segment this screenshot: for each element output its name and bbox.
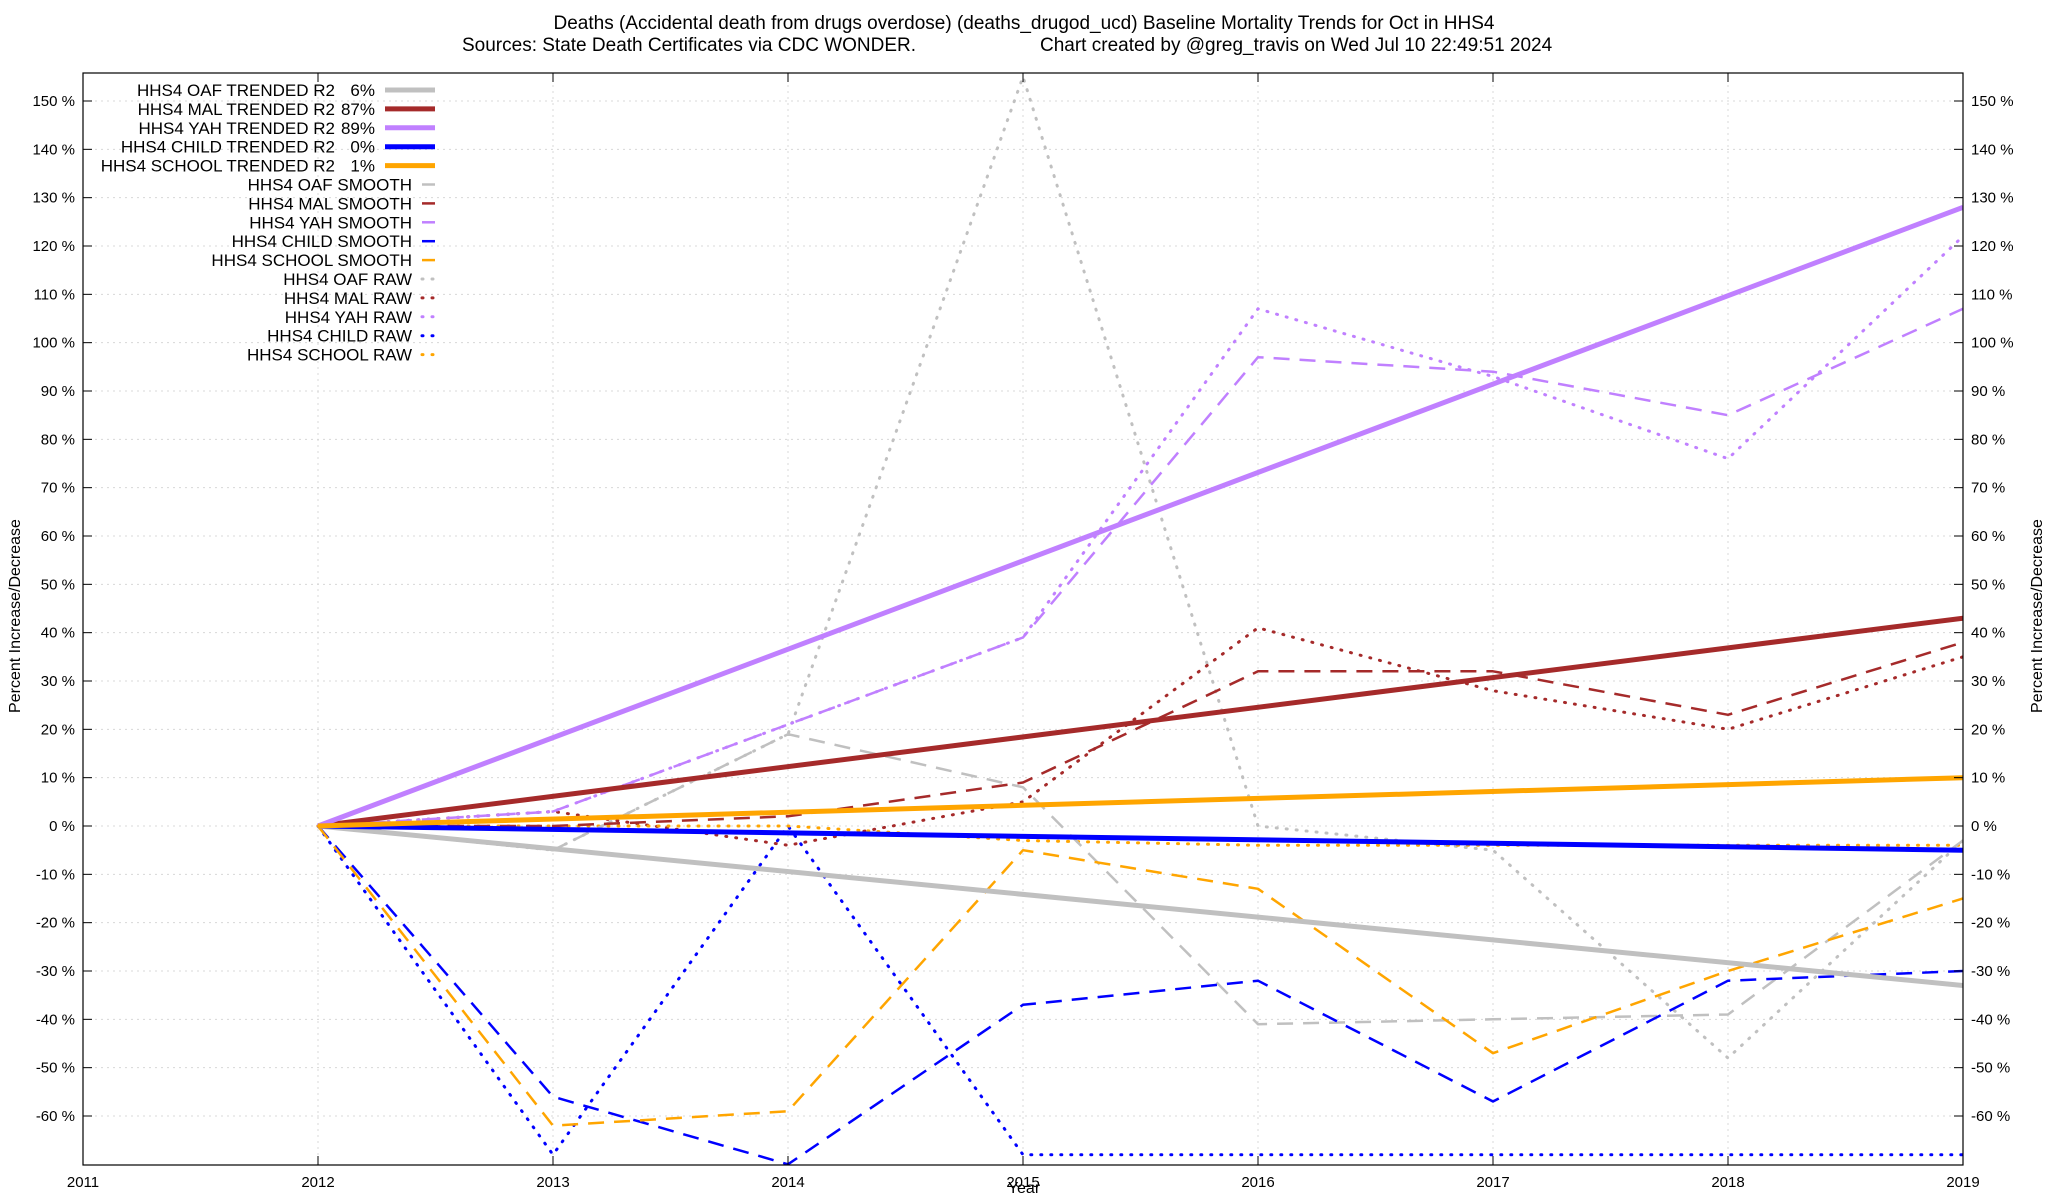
legend-label-hhs4-child-smooth: HHS4 CHILD SMOOTH — [232, 232, 412, 251]
legend-label-hhs4-yah-smooth: HHS4 YAH SMOOTH — [249, 213, 412, 232]
chart-subtitle-sources: Sources: State Death Certificates via CD… — [462, 35, 916, 56]
x-tick-label: 2014 — [771, 1174, 804, 1191]
y-tick-label-left: -10 % — [36, 866, 75, 883]
y-axis-label-left: Percent Increase/Decrease — [7, 519, 24, 713]
legend-stat-hhs4-yah-trended-r2: 89% — [341, 119, 375, 138]
legend-label-hhs4-child-trended-r2: HHS4 CHILD TRENDED R2 — [121, 138, 335, 157]
legend-label-hhs4-school-smooth: HHS4 SCHOOL SMOOTH — [211, 251, 412, 270]
y-tick-label-left: 110 % — [34, 286, 75, 303]
series-line-hhs4-yah-raw — [316, 234, 1963, 828]
legend-stat-hhs4-mal-trended-r2: 87% — [341, 100, 375, 119]
y-tick-label-left: 60 % — [41, 528, 75, 545]
x-tick-label: 2017 — [1476, 1174, 1509, 1191]
y-tick-label-left: 50 % — [41, 576, 75, 593]
y-tick-label-left: 30 % — [41, 673, 75, 690]
x-tick-label: 2013 — [536, 1174, 569, 1191]
y-tick-label-left: 140 % — [32, 141, 75, 158]
y-tick-label-right: 140 % — [1971, 141, 2014, 158]
y-tick-label-right: 120 % — [1971, 238, 2014, 255]
series-line-hhs4-school-trended-r2 — [317, 775, 1963, 829]
y-tick-label-right: 20 % — [1971, 721, 2005, 738]
y-tick-label-right: 10 % — [1971, 770, 2005, 787]
legend-label-hhs4-school-raw: HHS4 SCHOOL RAW — [247, 346, 412, 365]
y-tick-label-right: 100 % — [1971, 335, 2014, 352]
y-tick-label-left: -30 % — [36, 963, 75, 980]
y-tick-label-right: 30 % — [1971, 673, 2005, 690]
series-group — [316, 75, 1963, 1165]
y-tick-label-left: -20 % — [36, 915, 75, 932]
y-tick-label-left: 150 % — [32, 93, 75, 110]
x-tick-label: 2016 — [1241, 1174, 1274, 1191]
y-tick-label-left: 120 % — [32, 238, 75, 255]
chart-title: Deaths (Accidental death from drugs over… — [554, 13, 1495, 34]
series-line-hhs4-mal-smooth — [318, 641, 1963, 828]
x-tick-label: 2018 — [1711, 1174, 1744, 1191]
legend-stat-hhs4-school-trended-r2: 1% — [350, 157, 375, 176]
y-tick-label-right: 40 % — [1971, 625, 2005, 642]
legend-label-hhs4-mal-smooth: HHS4 MAL SMOOTH — [248, 194, 412, 213]
series-line-hhs4-yah-trended-r2 — [317, 204, 1963, 829]
y-tick-label-left: 90 % — [41, 383, 75, 400]
y-tick-label-left: 80 % — [41, 431, 75, 448]
legend-label-hhs4-mal-raw: HHS4 MAL RAW — [284, 289, 412, 308]
x-axis-label: Year — [1008, 1180, 1041, 1197]
x-tick-label: 2015 — [1006, 1174, 1039, 1191]
y-tick-label-right: 70 % — [1971, 480, 2005, 497]
legend-label-hhs4-child-raw: HHS4 CHILD RAW — [267, 327, 412, 346]
x-tick-label: 2019 — [1946, 1174, 1979, 1191]
x-tick-label: 2011 — [67, 1174, 99, 1191]
grid — [82, 73, 1964, 1165]
y-tick-label-right: -30 % — [1971, 963, 2010, 980]
y-tick-label-right: -50 % — [1971, 1060, 2010, 1077]
legend-label-hhs4-oaf-raw: HHS4 OAF RAW — [283, 270, 412, 289]
series-line-hhs4-child-smooth — [317, 825, 1963, 1165]
chart-subtitle-credit: Chart created by @greg_travis on Wed Jul… — [1040, 35, 1553, 56]
series-line-hhs4-child-trended-r2 — [317, 823, 1963, 853]
legend: HHS4 OAF TRENDED R2 6% HHS4 MAL TRENDED R2… — [101, 81, 437, 365]
legend-label-hhs4-yah-raw: HHS4 YAH RAW — [285, 308, 412, 327]
y-tick-label-left: 70 % — [41, 480, 75, 497]
y-tick-label-left: 10 % — [41, 770, 75, 787]
y-tick-label-right: 60 % — [1971, 528, 2005, 545]
y-tick-label-right: 110 % — [1971, 286, 2012, 303]
y-tick-label-right: -10 % — [1971, 866, 2010, 883]
y-axis-label-right: Percent Increase/Decrease — [2029, 519, 2046, 713]
y-tick-label-left: 40 % — [41, 625, 75, 642]
y-tick-label-right: 90 % — [1971, 383, 2005, 400]
y-tick-label-left: 20 % — [41, 721, 75, 738]
legend-label-hhs4-yah-trended-r2: HHS4 YAH TRENDED R2 — [139, 119, 336, 138]
legend-stat-hhs4-oaf-trended-r2: 6% — [350, 81, 375, 100]
y-tick-label-left: -60 % — [36, 1108, 75, 1125]
legend-label-hhs4-mal-trended-r2: HHS4 MAL TRENDED R2 — [138, 100, 335, 119]
legend-label-hhs4-school-trended-r2: HHS4 SCHOOL TRENDED R2 — [101, 157, 335, 176]
y-tick-label-left: 130 % — [32, 190, 75, 207]
series-line-hhs4-child-raw — [316, 824, 1963, 1157]
y-tick-label-left: 0 % — [49, 818, 75, 835]
legend-stat-hhs4-child-trended-r2: 0% — [350, 138, 375, 157]
y-tick-label-right: 80 % — [1971, 431, 2005, 448]
legend-label-hhs4-oaf-smooth: HHS4 OAF SMOOTH — [248, 176, 412, 195]
y-tick-label-right: 130 % — [1971, 190, 2014, 207]
y-tick-label-right: -40 % — [1971, 1011, 2010, 1028]
y-tick-label-right: 50 % — [1971, 576, 2005, 593]
x-tick-label: 2012 — [301, 1174, 334, 1191]
y-tick-label-right: 150 % — [1971, 93, 2014, 110]
y-tick-label-right: 0 % — [1971, 818, 1997, 835]
series-line-hhs4-yah-smooth — [317, 307, 1963, 828]
series-line-hhs4-mal-trended-r2 — [317, 615, 1963, 829]
y-tick-label-left: -40 % — [36, 1011, 75, 1028]
series-line-hhs4-oaf-trended-r2 — [317, 823, 1963, 988]
y-tick-label-left: -50 % — [36, 1060, 75, 1077]
series-line-hhs4-school-smooth — [317, 825, 1963, 1127]
axes: 150 % 150 % 140 % 140 % 130 % 130 % 120 % 120 %… — [32, 72, 2014, 1191]
y-tick-label-right: -60 % — [1971, 1108, 2010, 1125]
y-tick-label-left: 100 % — [32, 335, 75, 352]
legend-label-hhs4-oaf-trended-r2: HHS4 OAF TRENDED R2 — [137, 81, 335, 100]
y-tick-label-right: -20 % — [1971, 915, 2010, 932]
